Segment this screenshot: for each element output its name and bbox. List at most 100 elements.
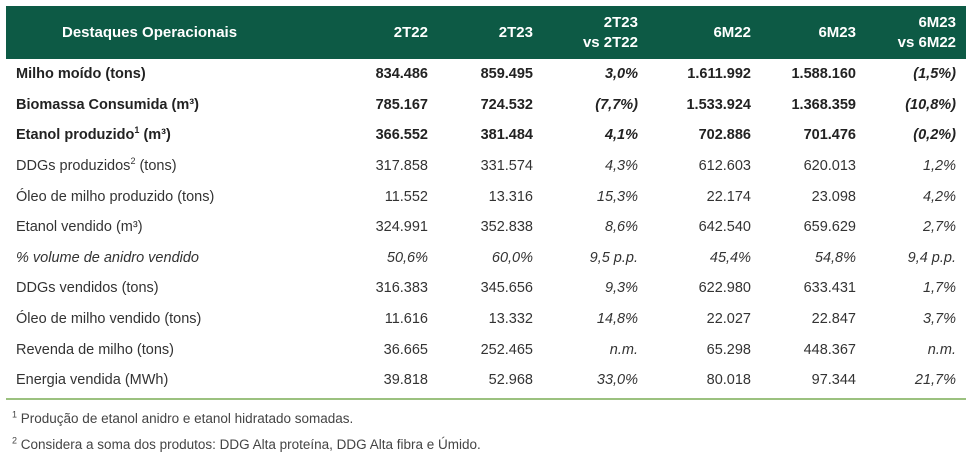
cell-2t22: 785.167 — [375, 96, 428, 113]
cell-2t23: 13.316 — [488, 188, 533, 205]
cell-6m22: 1.611.992 — [687, 66, 751, 83]
cell-6m22: 45,4% — [709, 249, 751, 266]
cell-6m22: 612.603 — [698, 158, 751, 175]
header-6m23-vs-6m22: 6M23 vs 6M22 — [866, 6, 966, 59]
header-2t22: 2T22 — [393, 23, 428, 41]
table-row: Biomassa Consumida (m³) 785.167 724.532 … — [6, 90, 966, 121]
cell-6m23-vs-6m22: (0,2%) — [913, 127, 956, 144]
header-2t23: 2T23 — [498, 23, 533, 41]
operational-highlights-table-container: Destaques Operacionais 2T22 2T23 2T23 vs… — [6, 6, 966, 458]
cell-2t23-vs-2t22: 4,3% — [604, 158, 638, 175]
cell-2t22: 317.858 — [375, 158, 428, 175]
cell-2t22: 39.818 — [383, 372, 428, 389]
cell-6m23: 620.013 — [803, 158, 856, 175]
cell-2t22: 50,6% — [386, 249, 428, 266]
cell-2t22: 366.552 — [375, 127, 428, 144]
row-label: Revenda de milho (tons) — [16, 341, 174, 358]
cell-6m23: 97.344 — [811, 372, 856, 389]
cell-2t23-vs-2t22: 33,0% — [596, 372, 638, 389]
row-label: Biomassa Consumida (m³) — [16, 96, 199, 113]
table-row: Etanol produzido1 (m³) 366.552 381.484 4… — [6, 120, 966, 151]
cell-6m23: 701.476 — [803, 127, 856, 144]
cell-6m22: 622.980 — [698, 280, 751, 297]
cell-6m23: 22.847 — [811, 311, 856, 328]
header-label: Destaques Operacionais — [62, 23, 238, 41]
cell-6m23-vs-6m22: (1,5%) — [913, 66, 956, 83]
header-6m22: 6M22 — [713, 23, 751, 41]
row-label: DDGs produzidos2 (tons) — [16, 156, 177, 175]
footnote-mark: 1 — [134, 125, 140, 136]
cell-6m23: 23.098 — [811, 188, 856, 205]
cell-6m22: 22.027 — [706, 311, 751, 328]
cell-6m23: 54,8% — [814, 249, 856, 266]
footnote-2-mark: 2 — [12, 435, 18, 446]
cell-2t23-vs-2t22: 8,6% — [604, 219, 638, 236]
cell-6m23-vs-6m22: n.m. — [927, 341, 956, 358]
cell-2t23-vs-2t22: 9,3% — [604, 280, 638, 297]
table-row: Revenda de milho (tons) 36.665 252.465 n… — [6, 334, 966, 365]
header-6m23-vs-6m22-line1: 6M23 — [918, 13, 956, 31]
footnote-2-text: Considera a soma dos produtos: DDG Alta … — [17, 436, 481, 452]
cell-2t23: 13.332 — [488, 311, 533, 328]
cell-2t23-vs-2t22: 14,8% — [596, 311, 638, 328]
cell-2t23-vs-2t22: 3,0% — [604, 66, 638, 83]
table-row: Etanol vendido (m³) 324.991 352.838 8,6%… — [6, 212, 966, 243]
cell-2t23: 52.968 — [488, 372, 533, 389]
header-2t23-vs-2t22-line2: vs 2T22 — [582, 33, 638, 51]
cell-2t23: 60,0% — [491, 249, 533, 266]
cell-6m23-vs-6m22: (10,8%) — [905, 96, 956, 113]
cell-6m22: 65.298 — [706, 341, 751, 358]
cell-2t23-vs-2t22: 4,1% — [604, 127, 638, 144]
cell-2t22: 324.991 — [375, 219, 428, 236]
cell-2t23-vs-2t22: n.m. — [609, 341, 638, 358]
row-label: Etanol produzido1 (m³) — [16, 125, 171, 144]
row-label: Óleo de milho vendido (tons) — [16, 311, 202, 328]
cell-2t22: 316.383 — [375, 280, 428, 297]
footnote-1-text: Produção de etanol anidro e etanol hidra… — [17, 410, 354, 426]
cell-2t22: 11.552 — [384, 188, 428, 205]
cell-2t23: 352.838 — [480, 219, 533, 236]
cell-6m23: 633.431 — [803, 280, 856, 297]
cell-2t22: 11.616 — [384, 311, 428, 328]
row-label: Milho moído (tons) — [16, 66, 146, 83]
cell-6m23-vs-6m22: 1,2% — [922, 158, 956, 175]
cell-6m23: 1.588.160 — [791, 66, 856, 83]
operational-highlights-table: Destaques Operacionais 2T22 2T23 2T23 vs… — [6, 6, 966, 396]
cell-6m23-vs-6m22: 4,2% — [922, 188, 956, 205]
cell-6m23-vs-6m22: 9,4 p.p. — [907, 249, 956, 266]
table-row: Óleo de milho vendido (tons) 11.616 13.3… — [6, 304, 966, 335]
cell-6m23-vs-6m22: 3,7% — [922, 311, 956, 328]
table-row: % volume de anidro vendido 50,6% 60,0% 9… — [6, 243, 966, 274]
cell-2t23-vs-2t22: 15,3% — [596, 188, 638, 205]
row-label: Energia vendida (MWh) — [16, 372, 169, 389]
header-6m23-vs-6m22-line2: vs 6M22 — [897, 33, 956, 51]
cell-6m23: 659.629 — [803, 219, 856, 236]
header-2t23-vs-2t22: 2T23 vs 2T22 — [543, 6, 648, 59]
cell-2t23: 381.484 — [480, 127, 533, 144]
cell-2t23: 252.465 — [480, 341, 533, 358]
table-header-row: Destaques Operacionais 2T22 2T23 2T23 vs… — [6, 6, 966, 59]
footnote-2: 2 Considera a soma dos produtos: DDG Alt… — [12, 432, 966, 458]
cell-6m23-vs-6m22: 2,7% — [922, 219, 956, 236]
cell-2t23: 345.656 — [480, 280, 533, 297]
cell-2t23-vs-2t22: (7,7%) — [595, 96, 638, 113]
row-label: DDGs vendidos (tons) — [16, 280, 159, 297]
cell-6m23: 1.368.359 — [791, 96, 856, 113]
cell-6m23: 448.367 — [803, 341, 856, 358]
cell-6m23-vs-6m22: 21,7% — [914, 372, 956, 389]
table-row: Óleo de milho produzido (tons) 11.552 13… — [6, 181, 966, 212]
table-row: DDGs vendidos (tons) 316.383 345.656 9,3… — [6, 273, 966, 304]
footnote-1-mark: 1 — [12, 409, 18, 420]
cell-6m22: 22.174 — [706, 188, 751, 205]
cell-6m22: 1.533.924 — [686, 96, 751, 113]
cell-2t23: 331.574 — [480, 158, 533, 175]
cell-2t23-vs-2t22: 9,5 p.p. — [589, 249, 638, 266]
cell-6m22: 702.886 — [698, 127, 751, 144]
table-row: DDGs produzidos2 (tons) 317.858 331.574 … — [6, 151, 966, 182]
row-label: Etanol vendido (m³) — [16, 219, 143, 236]
table-row: Milho moído (tons) 834.486 859.495 3,0% … — [6, 59, 966, 90]
cell-6m22: 80.018 — [706, 372, 751, 389]
cell-6m23-vs-6m22: 1,7% — [922, 280, 956, 297]
cell-2t22: 834.486 — [375, 66, 428, 83]
footnote-mark: 2 — [130, 156, 136, 167]
